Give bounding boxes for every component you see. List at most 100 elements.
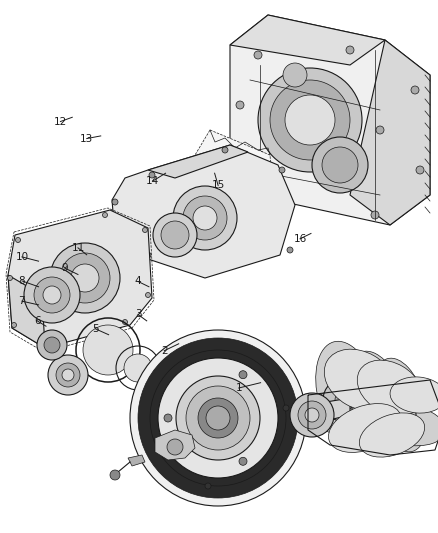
Circle shape <box>206 406 230 430</box>
Circle shape <box>323 378 367 422</box>
Polygon shape <box>230 15 385 65</box>
Ellipse shape <box>316 341 380 449</box>
Circle shape <box>335 390 355 410</box>
Polygon shape <box>308 398 350 425</box>
Circle shape <box>362 398 382 418</box>
Circle shape <box>254 51 262 59</box>
Circle shape <box>258 68 362 172</box>
Circle shape <box>380 397 416 433</box>
Ellipse shape <box>345 351 405 449</box>
Polygon shape <box>8 275 45 348</box>
Circle shape <box>130 330 306 506</box>
Circle shape <box>290 393 334 437</box>
Text: 9: 9 <box>61 263 68 273</box>
Ellipse shape <box>324 349 396 411</box>
Circle shape <box>15 238 21 243</box>
Circle shape <box>153 213 197 257</box>
Circle shape <box>416 166 424 174</box>
Ellipse shape <box>359 413 425 457</box>
Circle shape <box>24 267 80 323</box>
Circle shape <box>158 358 278 478</box>
Circle shape <box>39 343 45 348</box>
Circle shape <box>411 86 419 94</box>
Circle shape <box>62 369 74 381</box>
Circle shape <box>285 95 335 145</box>
Circle shape <box>222 147 228 153</box>
Circle shape <box>150 350 286 486</box>
Text: 5: 5 <box>92 324 99 334</box>
Circle shape <box>149 172 155 178</box>
Circle shape <box>7 276 13 280</box>
Circle shape <box>145 293 151 297</box>
Circle shape <box>44 337 60 353</box>
Circle shape <box>173 186 237 250</box>
Circle shape <box>279 167 285 173</box>
Circle shape <box>376 126 384 134</box>
Circle shape <box>298 401 326 429</box>
Circle shape <box>239 457 247 465</box>
Circle shape <box>312 137 368 193</box>
Polygon shape <box>155 430 195 460</box>
Polygon shape <box>148 145 248 178</box>
Text: 1: 1 <box>235 383 242 393</box>
Circle shape <box>102 213 107 217</box>
Circle shape <box>239 370 247 379</box>
Polygon shape <box>230 15 430 225</box>
Circle shape <box>287 247 293 253</box>
Ellipse shape <box>390 377 438 413</box>
Circle shape <box>205 483 211 489</box>
Text: 14: 14 <box>146 176 159 186</box>
Polygon shape <box>182 130 275 235</box>
Circle shape <box>388 405 408 425</box>
Circle shape <box>34 277 70 313</box>
Ellipse shape <box>371 404 438 446</box>
Circle shape <box>112 199 118 205</box>
Text: 4: 4 <box>134 277 141 286</box>
Circle shape <box>256 151 264 159</box>
Text: 10: 10 <box>15 252 28 262</box>
Circle shape <box>283 405 289 411</box>
Circle shape <box>115 235 121 241</box>
Circle shape <box>145 252 151 258</box>
Circle shape <box>124 354 152 382</box>
Ellipse shape <box>373 358 427 452</box>
Text: 2: 2 <box>161 346 168 356</box>
Circle shape <box>167 439 183 455</box>
Circle shape <box>71 264 99 292</box>
Circle shape <box>56 363 80 387</box>
Polygon shape <box>112 145 295 278</box>
Circle shape <box>60 253 110 303</box>
Ellipse shape <box>328 403 402 453</box>
Text: 15: 15 <box>212 181 225 190</box>
Polygon shape <box>350 40 430 225</box>
Circle shape <box>50 243 120 313</box>
Circle shape <box>322 147 358 183</box>
Circle shape <box>352 388 392 428</box>
Text: 16: 16 <box>293 234 307 244</box>
Text: 11: 11 <box>71 243 85 253</box>
Circle shape <box>138 338 298 498</box>
Text: 12: 12 <box>54 117 67 126</box>
Text: 7: 7 <box>18 296 25 306</box>
Circle shape <box>270 80 350 160</box>
Polygon shape <box>8 210 152 348</box>
Text: 8: 8 <box>18 276 25 286</box>
Ellipse shape <box>357 360 423 416</box>
Text: 6: 6 <box>34 316 41 326</box>
Circle shape <box>346 46 354 54</box>
Text: 3: 3 <box>134 310 141 319</box>
Circle shape <box>164 414 172 422</box>
Ellipse shape <box>340 397 424 443</box>
Ellipse shape <box>311 389 399 441</box>
Circle shape <box>186 386 250 450</box>
Circle shape <box>305 408 319 422</box>
Circle shape <box>161 221 189 249</box>
Circle shape <box>371 211 379 219</box>
Circle shape <box>48 355 88 395</box>
Circle shape <box>198 398 238 438</box>
Polygon shape <box>128 455 145 466</box>
Circle shape <box>43 286 61 304</box>
Text: 13: 13 <box>80 134 93 143</box>
Circle shape <box>283 63 307 87</box>
Circle shape <box>83 325 133 375</box>
